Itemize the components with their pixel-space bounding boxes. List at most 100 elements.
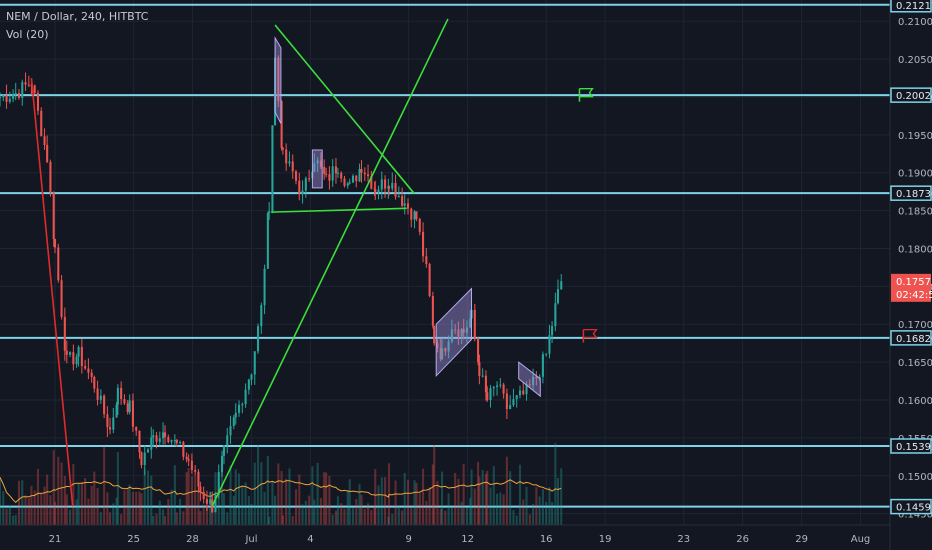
candle xyxy=(69,352,72,355)
candle xyxy=(473,309,476,339)
volume-bar xyxy=(486,470,489,525)
pattern-box xyxy=(435,287,472,378)
volume-bar xyxy=(538,496,541,525)
volume-bar xyxy=(496,493,499,525)
candle xyxy=(325,173,328,175)
volume-bar xyxy=(175,512,178,525)
volume-bar xyxy=(403,472,406,525)
pattern-boxes xyxy=(274,36,541,398)
candle xyxy=(556,289,560,304)
volume-bar xyxy=(241,485,244,525)
candle xyxy=(190,460,193,471)
x-tick-label: 26 xyxy=(736,534,749,545)
candle xyxy=(43,136,46,145)
volume-bar xyxy=(271,480,274,525)
volume-bar xyxy=(512,510,515,525)
candle xyxy=(560,281,563,290)
volume-bar xyxy=(413,480,416,525)
volume-bar xyxy=(410,508,413,525)
candle xyxy=(401,196,404,206)
volume-bar xyxy=(384,477,387,525)
volume-bar xyxy=(428,487,431,525)
last-price-tag xyxy=(891,273,931,302)
volume-bar xyxy=(325,472,328,525)
volume-bar xyxy=(460,501,463,525)
candle xyxy=(413,211,416,220)
candle xyxy=(304,178,307,191)
candle xyxy=(374,189,377,193)
volume-bar xyxy=(462,463,465,525)
level-price-label: 0.15393 xyxy=(896,442,932,453)
candle xyxy=(431,296,434,326)
candle xyxy=(65,350,68,355)
candle xyxy=(96,388,99,400)
candle xyxy=(266,213,269,269)
volume-bar xyxy=(343,508,346,525)
volume-bar xyxy=(244,482,247,525)
volume-bar xyxy=(128,484,131,525)
volume-bar xyxy=(274,495,277,525)
volume-bar xyxy=(123,490,126,525)
volume-bar xyxy=(52,450,55,525)
volume-bar xyxy=(499,492,502,525)
volume-bar xyxy=(401,510,404,525)
candle xyxy=(545,353,548,355)
volume-bar xyxy=(90,485,93,525)
volume-bar xyxy=(49,495,52,525)
volume-bar xyxy=(387,516,390,525)
candle xyxy=(447,341,450,352)
x-tick-label: 28 xyxy=(186,534,199,545)
level-price-label: 0.14593 xyxy=(896,503,932,514)
candle xyxy=(197,471,200,487)
volume-bar xyxy=(33,490,36,525)
candle xyxy=(135,426,138,431)
candle xyxy=(281,148,284,150)
candle xyxy=(52,192,55,240)
candle xyxy=(14,93,17,95)
bar-countdown-label: 02:42:58 xyxy=(896,290,932,301)
candle xyxy=(280,101,283,149)
candle xyxy=(551,326,554,336)
volume-bar xyxy=(277,463,280,525)
volume-indicator-label[interactable]: Vol (20) xyxy=(6,28,49,41)
candle xyxy=(481,375,484,377)
volume-bar xyxy=(209,492,212,525)
candle xyxy=(57,247,60,281)
candle xyxy=(425,256,428,265)
volume-bar xyxy=(548,487,551,525)
candle xyxy=(143,452,146,466)
volume-bar xyxy=(75,499,78,525)
volume-bar xyxy=(532,503,535,525)
symbol-title[interactable]: NEM / Dollar, 240, HITBTC xyxy=(6,10,149,23)
volume-bar xyxy=(492,466,495,525)
trendline xyxy=(211,18,449,507)
volume-bar xyxy=(46,474,49,525)
candle xyxy=(294,171,298,181)
candle xyxy=(328,174,331,181)
candle xyxy=(126,403,129,413)
volume-bar xyxy=(120,514,123,525)
volume-bar xyxy=(140,493,143,525)
volume-bar xyxy=(72,463,75,525)
candle xyxy=(256,326,260,352)
volume-bar xyxy=(247,496,250,525)
candle xyxy=(128,400,131,413)
candle xyxy=(120,387,123,400)
volume-bar xyxy=(291,516,294,525)
volume-bar xyxy=(319,498,322,525)
volume-bar xyxy=(489,487,492,525)
volume-bar xyxy=(301,504,304,525)
volume-bar xyxy=(415,482,418,525)
volume-bar xyxy=(182,511,185,525)
candle xyxy=(232,417,235,426)
volume-bar xyxy=(167,499,170,525)
candle xyxy=(387,186,391,189)
volume-bar xyxy=(308,495,311,525)
volume-bar xyxy=(5,508,8,525)
volume-bar xyxy=(363,508,366,525)
